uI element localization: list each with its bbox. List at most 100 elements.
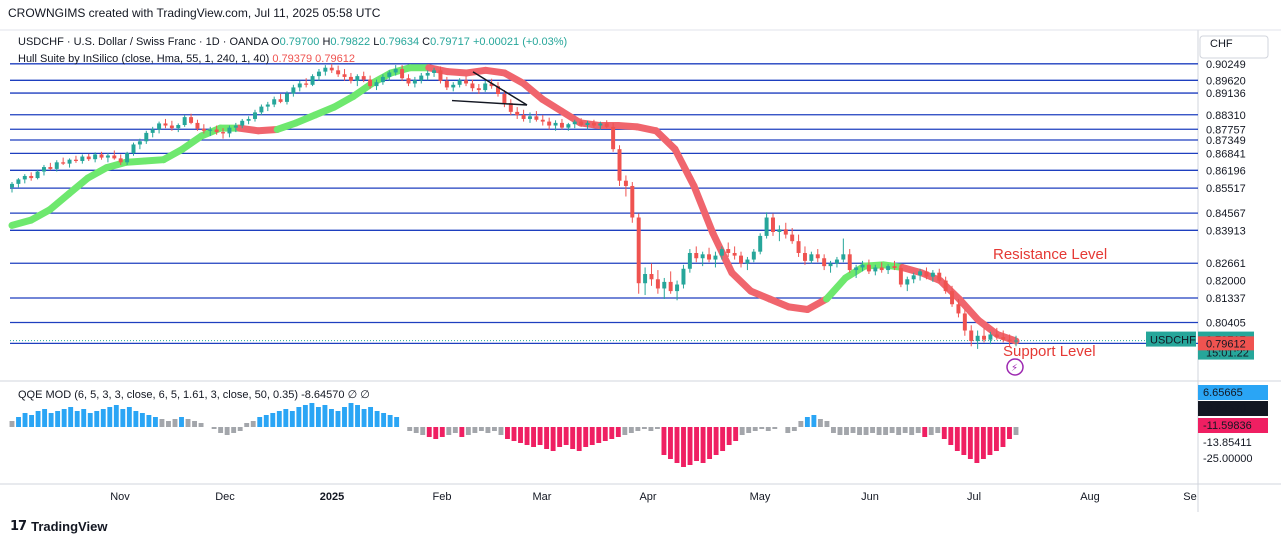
candle-body [515, 111, 520, 116]
qqe-bar [628, 427, 634, 433]
candle-body [368, 79, 373, 87]
qqe-bar [811, 415, 817, 427]
candle-body [777, 229, 782, 232]
qqe-bar [870, 427, 876, 433]
qqe-bar [863, 427, 869, 435]
candle-body [93, 154, 98, 160]
hull-segment [519, 79, 546, 103]
candle-body [278, 99, 283, 102]
currency-button[interactable] [1199, 35, 1269, 59]
qqe-bar [563, 427, 569, 445]
hull-segment [804, 295, 831, 313]
candle-body [898, 267, 903, 285]
price-tick-label: 0.84567 [1206, 208, 1246, 220]
candle-body [412, 80, 417, 84]
candle-body [559, 122, 564, 128]
candle-body [137, 141, 142, 145]
candle-body [796, 241, 801, 253]
price-tick-label: 0.81337 [1206, 293, 1246, 305]
qqe-bar [694, 427, 699, 461]
qqe-bar [844, 427, 849, 435]
candle-body [323, 67, 328, 72]
trendline [451, 99, 528, 106]
qqe-bar [720, 427, 726, 451]
candle-body [668, 281, 673, 292]
qqe-bar [100, 409, 106, 427]
hull-segment [728, 269, 755, 295]
candle-body [67, 159, 72, 164]
candle-body [35, 171, 40, 179]
candle-body [73, 159, 78, 162]
qqe-bar [681, 427, 686, 467]
qqe-bar [485, 427, 491, 433]
candle-body [316, 71, 321, 77]
candle-body [355, 76, 360, 81]
hull-segment [27, 206, 54, 224]
candle-body [566, 124, 571, 128]
qqe-bar [1007, 427, 1012, 439]
qqe-bar [192, 421, 197, 427]
candle-body [240, 120, 245, 126]
qqe-bar [850, 427, 856, 433]
legend-part: ∅ [348, 389, 361, 401]
qqe-bar [785, 427, 791, 433]
qqe-bar [322, 405, 328, 427]
qqe-bar [478, 427, 484, 431]
qqe-bar [348, 403, 354, 427]
lightning-icon[interactable] [1006, 358, 1024, 376]
candle-body [189, 117, 194, 123]
qqe-bar [368, 407, 374, 427]
price-tick-label: 0.83913 [1206, 225, 1246, 237]
candle-body [48, 167, 53, 169]
qqe-bar [133, 411, 139, 427]
qqe-bar [452, 427, 458, 433]
qqe-bar [35, 411, 41, 427]
candle-body [432, 70, 437, 73]
candle-body [700, 254, 705, 259]
qqe-bar [798, 421, 804, 427]
candle-body [924, 271, 929, 277]
qqe-bar [772, 427, 778, 429]
hull-segment [557, 107, 584, 127]
qqe-bar [113, 405, 119, 427]
qqe-bar [94, 411, 100, 427]
legend-part: QQE MOD (6, 5, 3, 3, close, 6, 5, 1.61, … [18, 389, 301, 401]
tradingview-footer[interactable]: 17 TradingView [10, 519, 107, 534]
trendline [472, 71, 528, 106]
price-tick-label: 0.86841 [1206, 148, 1246, 160]
time-axis: Nov Dec 2025 Feb Mar Apr May Jun Jul Aug Se [110, 491, 1197, 503]
price-tick-label: 0.80405 [1206, 318, 1246, 330]
qqe-bar [107, 407, 113, 427]
price-tick-label: 0.90249 [1206, 59, 1246, 71]
qqe-bar [355, 405, 360, 427]
qqe-bar [1000, 427, 1006, 447]
qqe-bar [407, 427, 413, 431]
candle-body [719, 249, 724, 256]
hull-segment [936, 277, 963, 303]
hull-segment [974, 316, 1001, 338]
qqe-bar [609, 427, 615, 439]
qqe-bar [152, 417, 158, 427]
candle-body [86, 156, 91, 160]
time-tick-label: Jun [861, 491, 879, 503]
qqe-bar [335, 411, 341, 427]
candle-body [675, 284, 680, 292]
qqe-bar [231, 427, 237, 433]
candle-body [860, 264, 865, 268]
candle-body [988, 334, 993, 340]
horizontal-levels [10, 63, 1198, 344]
qqe-axis-label: -13.85411 [1203, 437, 1252, 449]
qqe-bar [915, 427, 921, 433]
qqe-bar [954, 427, 960, 451]
qqe-bar [752, 427, 758, 431]
qqe-bar [739, 427, 745, 435]
qqe-bar [589, 427, 595, 445]
candle-body [10, 183, 14, 188]
qqe-bar [615, 427, 621, 437]
legend-part: 0.79612 [315, 53, 355, 65]
qqe-bar [518, 427, 523, 443]
qqe-bar [622, 427, 628, 435]
candle-body [681, 268, 686, 285]
qqe-bar [289, 411, 295, 427]
